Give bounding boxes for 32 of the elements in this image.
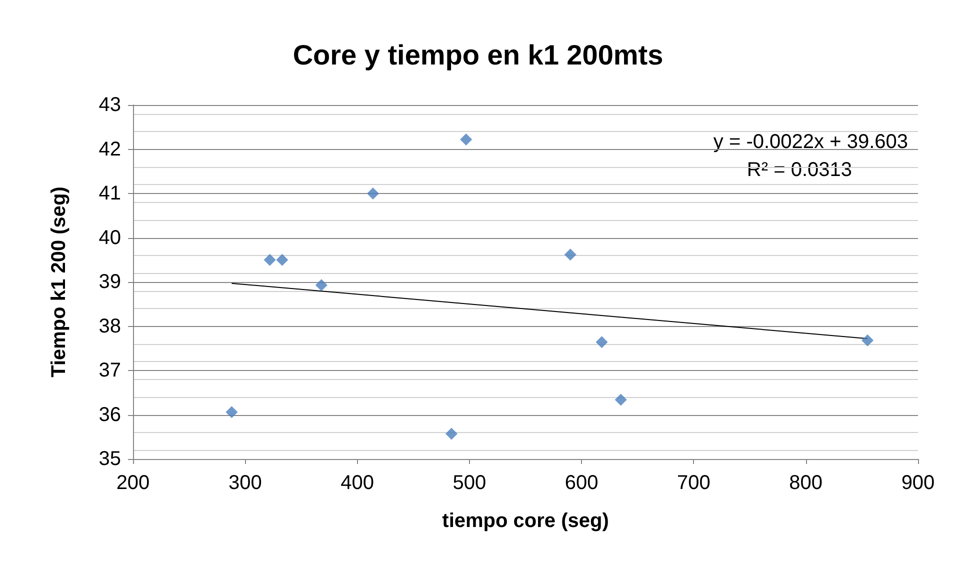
y-tick-label: 35 [98, 448, 121, 470]
x-tick-label: 200 [116, 472, 150, 494]
y-tick-label: 37 [98, 360, 121, 382]
point [460, 134, 472, 146]
y-tick-label: 39 [98, 271, 121, 293]
point [614, 394, 627, 406]
x-tick-label: 800 [789, 472, 823, 494]
y-tick-label: 36 [98, 404, 121, 426]
point [226, 406, 238, 418]
y-tick-label: 41 [98, 182, 121, 204]
y-tick-label: 38 [98, 315, 121, 338]
x-tick-label: 300 [228, 472, 262, 494]
x-tick-label: 900 [901, 472, 935, 494]
point [564, 248, 576, 261]
y-tick-label: 43 [98, 94, 121, 116]
x-axis-title: tiempo core (seg) [442, 510, 609, 532]
x-tick-label: 400 [340, 472, 374, 494]
point [366, 188, 379, 200]
y-tick-label: 42 [98, 138, 121, 160]
point [264, 254, 276, 266]
point [315, 279, 328, 292]
point [596, 336, 608, 348]
y-axis-title: Tiempo k1 200 (seg) [48, 186, 70, 378]
chart-title: Core y tiempo en k1 200mts [292, 40, 664, 70]
x-tick-label: 500 [452, 472, 486, 494]
x-tick-label: 600 [564, 472, 598, 494]
y-tick-label: 40 [98, 226, 121, 249]
x-tick-label: 700 [677, 472, 710, 494]
annotation: y = -0.0022x + 39.603 [713, 131, 908, 153]
point [445, 428, 458, 440]
point [276, 254, 288, 266]
point [862, 334, 874, 346]
